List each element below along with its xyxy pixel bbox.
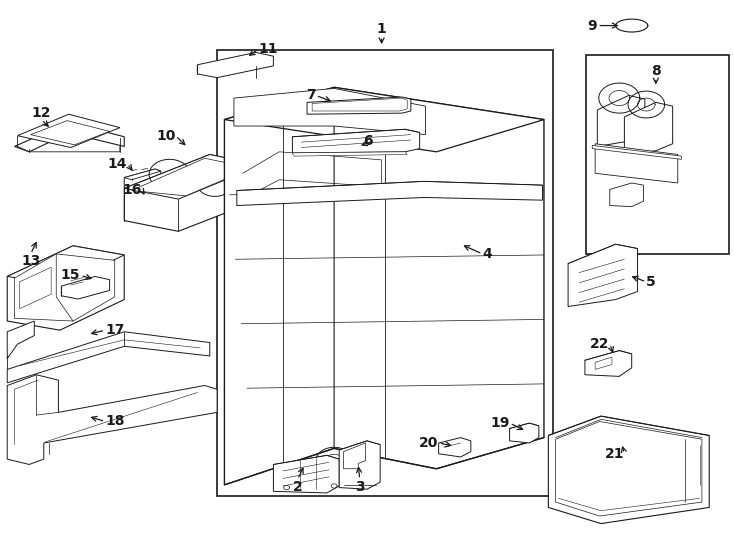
Polygon shape: [292, 152, 407, 156]
Polygon shape: [548, 416, 709, 524]
Bar: [217, 50, 553, 496]
Polygon shape: [234, 89, 426, 134]
Polygon shape: [20, 267, 51, 309]
Polygon shape: [139, 197, 151, 208]
Polygon shape: [595, 144, 677, 183]
Text: 8: 8: [651, 64, 661, 78]
Text: 12: 12: [32, 106, 51, 119]
Text: 13: 13: [21, 254, 40, 268]
Text: 7: 7: [306, 89, 316, 103]
Polygon shape: [225, 87, 544, 152]
Polygon shape: [62, 276, 109, 299]
Text: 19: 19: [490, 416, 509, 430]
Polygon shape: [556, 422, 702, 516]
Polygon shape: [153, 194, 166, 205]
Bar: [586, 55, 729, 254]
Text: 1: 1: [377, 22, 387, 36]
Text: 20: 20: [419, 436, 439, 450]
Polygon shape: [292, 129, 420, 153]
Text: 9: 9: [588, 18, 597, 32]
Polygon shape: [595, 357, 612, 369]
Polygon shape: [597, 96, 645, 146]
Text: 4: 4: [482, 247, 493, 261]
Text: 16: 16: [123, 184, 142, 198]
Text: 22: 22: [590, 337, 610, 351]
Polygon shape: [15, 254, 115, 321]
Text: 11: 11: [259, 42, 278, 56]
Polygon shape: [625, 103, 672, 154]
Polygon shape: [31, 120, 109, 145]
Polygon shape: [312, 98, 407, 111]
Polygon shape: [592, 145, 681, 159]
Text: 17: 17: [105, 323, 125, 337]
Text: 10: 10: [156, 129, 175, 143]
Polygon shape: [124, 154, 261, 199]
Text: 5: 5: [647, 275, 656, 289]
Polygon shape: [225, 87, 544, 485]
Polygon shape: [307, 97, 411, 114]
Polygon shape: [339, 441, 380, 489]
Polygon shape: [237, 181, 542, 206]
Polygon shape: [7, 246, 124, 285]
Polygon shape: [197, 52, 273, 78]
Polygon shape: [7, 375, 217, 464]
Polygon shape: [610, 183, 644, 207]
Polygon shape: [124, 169, 161, 180]
Polygon shape: [509, 423, 539, 443]
Text: 14: 14: [108, 157, 127, 171]
Text: 3: 3: [355, 480, 365, 494]
Text: 6: 6: [363, 134, 373, 148]
Polygon shape: [15, 122, 124, 152]
Polygon shape: [7, 332, 210, 383]
Polygon shape: [7, 321, 34, 359]
Text: 15: 15: [61, 268, 80, 282]
Polygon shape: [439, 437, 470, 457]
Text: 21: 21: [605, 447, 625, 461]
Polygon shape: [124, 154, 261, 231]
Polygon shape: [124, 169, 161, 188]
Polygon shape: [18, 114, 120, 147]
Polygon shape: [273, 455, 339, 493]
Polygon shape: [344, 443, 366, 469]
Polygon shape: [131, 158, 252, 196]
Text: 18: 18: [105, 415, 125, 429]
Polygon shape: [568, 244, 638, 307]
Polygon shape: [7, 246, 124, 330]
Text: 2: 2: [293, 480, 302, 494]
Polygon shape: [585, 350, 632, 376]
